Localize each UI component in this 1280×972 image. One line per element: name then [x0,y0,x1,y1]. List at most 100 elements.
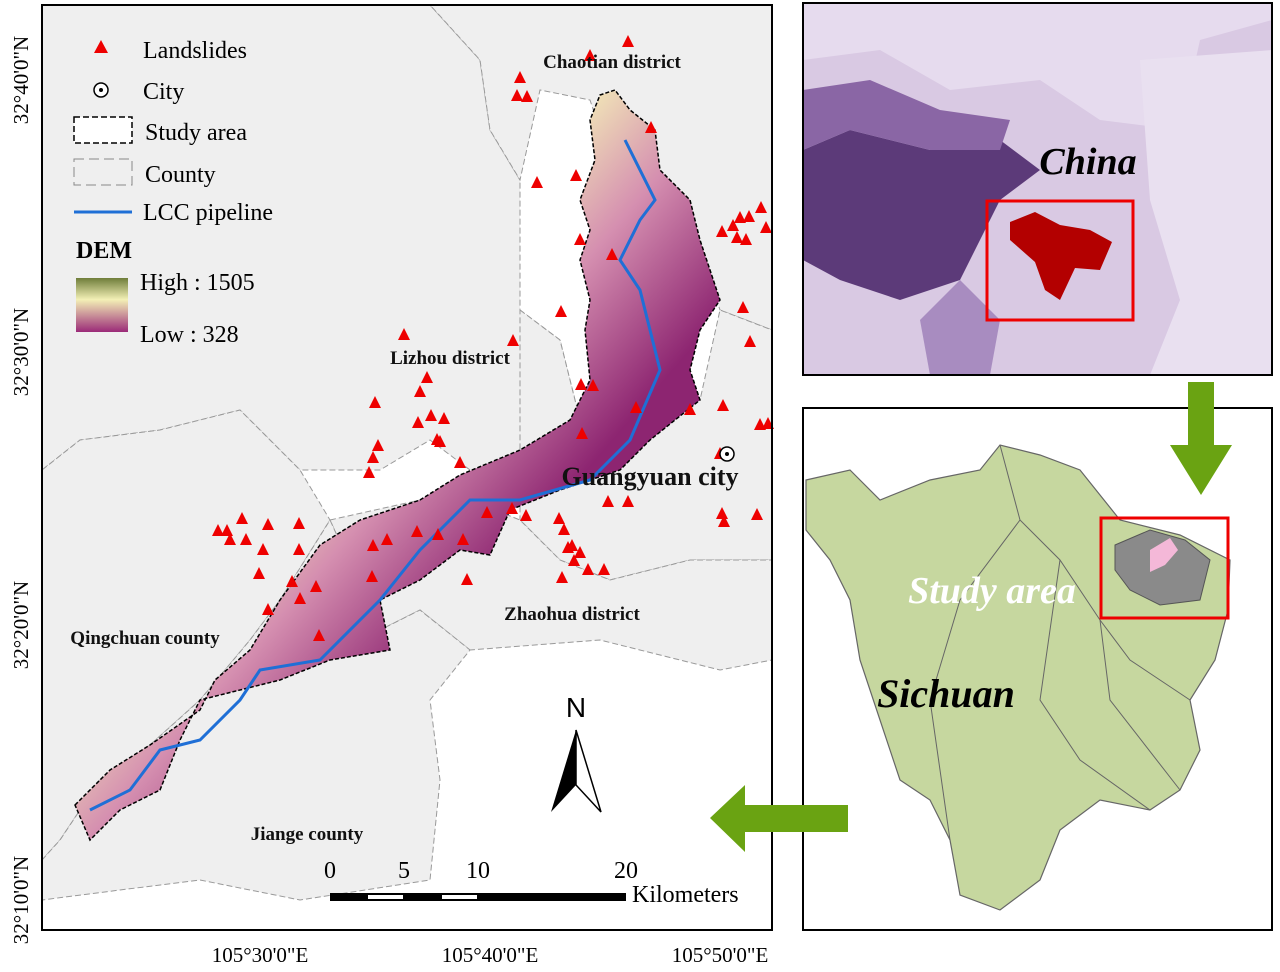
landslide [310,580,322,592]
landslide [727,219,739,231]
landslide [294,592,306,604]
landslide [575,378,587,390]
landslide [716,225,728,237]
landslide [363,466,375,478]
landslide [411,525,423,537]
inset-label: Sichuan [877,671,1015,716]
landslide [598,563,610,575]
landslide [555,305,567,317]
lat-label: 32°30'0"N [9,308,33,396]
inset-label: Study area [908,570,1076,612]
landslide [366,570,378,582]
landslide [622,35,634,47]
landslide [582,563,594,575]
lon-label: 105°50'0"E [672,943,769,967]
landslide [286,575,298,587]
landslide [630,401,642,413]
landslide [257,543,269,555]
landslide [606,248,618,260]
sichuan-highlight [1010,212,1112,300]
scale-label: 0 [324,858,336,884]
landslide [372,439,384,451]
landslide [313,629,325,641]
landslide [520,509,532,521]
county-boundary [1039,559,1151,811]
legend-city-dot [99,88,103,92]
legend-study-symbol [73,116,133,144]
legend-label: Low : 328 [140,322,239,348]
north-label: N [566,692,586,723]
terrain [803,80,1010,150]
landslide [521,90,533,102]
landslide [587,379,599,391]
study-area-highlight [1150,538,1178,572]
landslide [743,210,755,222]
terrain [920,280,1000,375]
landslide [506,502,518,514]
landslide [531,176,543,188]
county-boundary [1099,619,1181,791]
legend-label: County [145,162,216,188]
scale-label: 10 [466,858,490,884]
highlight-box [1099,516,1230,620]
landslide [367,451,379,463]
scale-bar: 0 5 10 20 Kilometers [324,858,739,908]
landslide [737,301,749,313]
landslide [574,546,586,558]
north-arrow-right [575,729,602,813]
landslide [414,385,426,397]
landslides [212,35,774,641]
landslide [514,71,526,83]
inset-frame [802,2,1273,376]
landslide [622,495,634,507]
landslide [293,517,305,529]
landslide [553,512,565,524]
county-boundary [929,519,1021,841]
pipeline [89,139,662,812]
arrow-left [710,785,848,852]
legend-label: High : 1505 [140,270,255,296]
landslide [454,456,466,468]
landslide [740,233,752,245]
landslide [744,335,756,347]
place-label: Jiange county [251,824,364,845]
graticule-labels: 32°40'0"N 32°30'0"N 32°20'0"N 32°10'0"N … [9,36,768,967]
landslide [755,201,767,213]
landslide [570,169,582,181]
city-dot [725,452,729,456]
landslide [645,121,657,133]
highlight-box [985,199,1135,322]
scale-bar-segment [368,895,403,899]
landslide [240,533,252,545]
place-label: Guangyuan city [562,462,739,491]
legend-label: Study area [145,120,247,146]
north-arrow-left [551,730,576,812]
landslide [481,506,493,518]
landslide [262,603,274,615]
landslide [224,533,236,545]
landslide [236,512,248,524]
landslide [602,495,614,507]
lon-label: 105°30'0"E [212,943,309,967]
map-frame [41,4,773,931]
guangyuan-region [1114,529,1211,606]
arrow-down [1170,382,1232,495]
landslide [293,543,305,555]
landslide [367,539,379,551]
legend-label: City [143,79,184,105]
landslide [584,49,596,61]
landslide [431,433,443,445]
place-label: Lizhou district [390,348,510,369]
landslide [432,528,444,540]
place-label: Zhaohua district [504,604,640,625]
landslide [507,334,519,346]
legend-dem-ramp [76,278,128,332]
landslide [461,573,473,585]
scale-label: 5 [398,858,410,884]
landslide [558,523,570,535]
terrain [1140,50,1272,375]
landslide [556,571,568,583]
landslide [574,233,586,245]
landslide [212,524,224,536]
